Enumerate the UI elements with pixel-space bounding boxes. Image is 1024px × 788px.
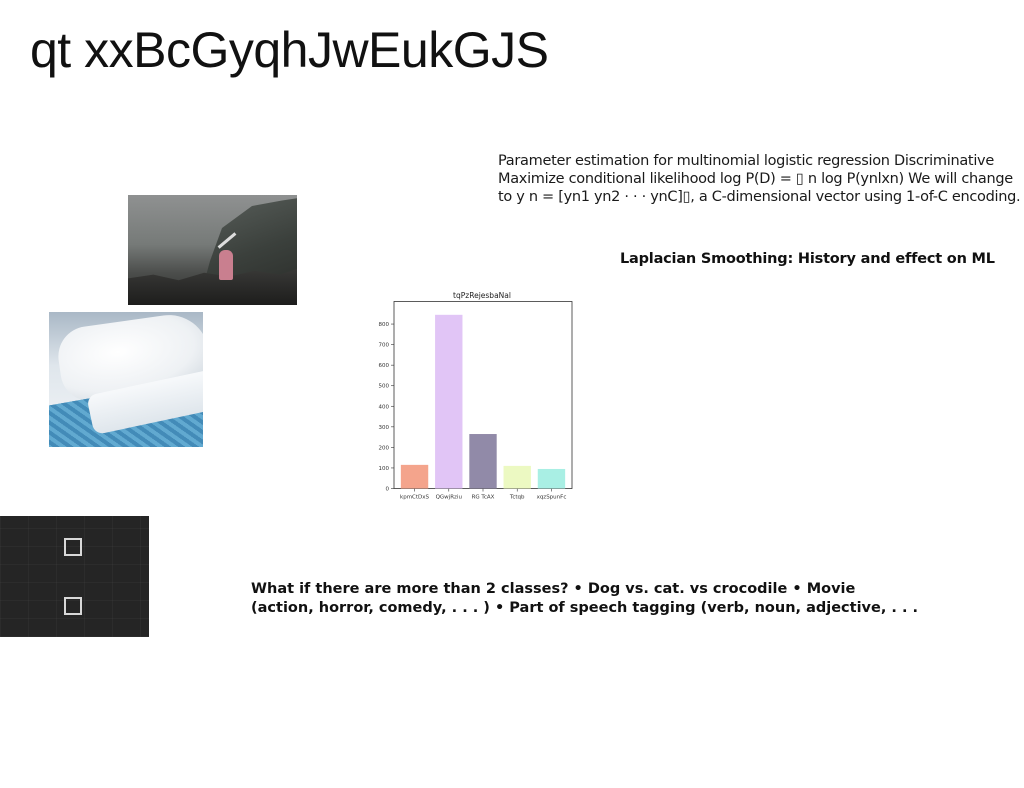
bar-QGwjRziu: [435, 314, 463, 489]
x-tick-label: kpmCtDxS: [400, 495, 430, 501]
y-tick-label: 200: [379, 445, 390, 451]
x-tick-label: xqzSpunFc: [537, 495, 567, 501]
y-tick-label: 700: [379, 343, 390, 349]
bar-xqzSpunFc: [537, 468, 566, 489]
chart-title: tqPzRejesbaNal: [453, 291, 511, 300]
bar-Tctqb: [503, 465, 531, 489]
x-tick-label: RG TcAX: [472, 495, 495, 501]
bar-RG-TcAX: [469, 434, 497, 489]
y-tick-label: 0: [386, 487, 390, 493]
coastal-photo: [128, 195, 297, 305]
bullet-line: What if there are more than 2 classes? •…: [251, 581, 856, 597]
bedding-photo: [49, 312, 203, 447]
y-tick-label: 400: [379, 404, 390, 410]
bar-kpmCtDxS: [400, 464, 429, 489]
page-title: qt xxBcGyqhJwEukGJS: [30, 22, 549, 78]
bullet-line: (action, horror, comedy, . . . ) • Part …: [251, 600, 919, 616]
checkbox-panel: [0, 516, 149, 637]
chart-marks: 0 100 200 300 400 500 600 700 800 kpmCtDxS QGwjRzi…: [379, 314, 567, 501]
checkbox-2[interactable]: [64, 597, 82, 615]
checkbox-1[interactable]: [64, 538, 82, 556]
y-tick-label: 600: [379, 363, 390, 369]
y-tick-label: 800: [379, 322, 390, 328]
y-tick-label: 100: [379, 466, 390, 472]
paragraph-line: Parameter estimation for multinomial log…: [498, 153, 994, 169]
x-tick-label: Tctqb: [509, 495, 525, 501]
y-tick-label: 500: [379, 384, 390, 390]
parameter-estimation-paragraph: Parameter estimation for multinomial log…: [498, 152, 1024, 206]
paragraph-line: to y n = [yn1 yn2 · · · ynC]▯, a C-dimen…: [498, 189, 1021, 205]
bar-chart: tqPzRejesbaNal 0 100 200 300 400 500 600 700 800…: [379, 291, 573, 501]
paragraph-line: Maximize conditional likelihood log P(D)…: [498, 171, 1013, 187]
x-tick-label: QGwjRziu: [436, 495, 462, 501]
multiclass-bullets: What if there are more than 2 classes? •…: [251, 580, 931, 618]
y-tick-label: 300: [379, 425, 390, 431]
section-heading: Laplacian Smoothing: History and effect …: [620, 251, 995, 267]
